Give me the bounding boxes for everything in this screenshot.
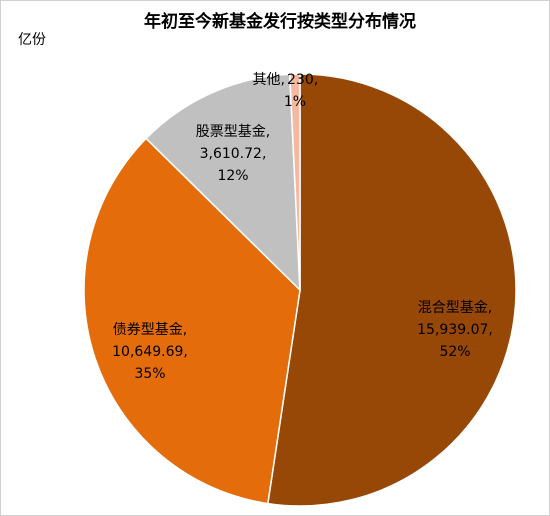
slice-label: 混合型基金, bbox=[418, 299, 492, 316]
pie-slice bbox=[145, 73, 301, 292]
slice-label: 其他, bbox=[253, 72, 285, 88]
value-label: 15,939.07, bbox=[417, 322, 493, 338]
value-label: 230, bbox=[287, 72, 318, 88]
pie-slice bbox=[83, 137, 301, 505]
value-label: 3,610.72, bbox=[200, 146, 267, 162]
pie-slice bbox=[266, 73, 517, 507]
percent-label: 35% bbox=[134, 366, 165, 382]
value-label: 10,649.69, bbox=[112, 344, 188, 360]
chart-title: 年初至今新基金发行按类型分布情况 bbox=[144, 11, 416, 32]
slice-label: 债券型基金, bbox=[113, 321, 187, 338]
percent-label: 12% bbox=[217, 168, 248, 184]
percent-label: 52% bbox=[439, 344, 470, 360]
unit-label: 亿份 bbox=[18, 32, 46, 48]
percent-label: 1% bbox=[284, 94, 306, 110]
slice-label: 股票型基金, bbox=[196, 123, 270, 140]
pie-slice bbox=[288, 73, 301, 291]
